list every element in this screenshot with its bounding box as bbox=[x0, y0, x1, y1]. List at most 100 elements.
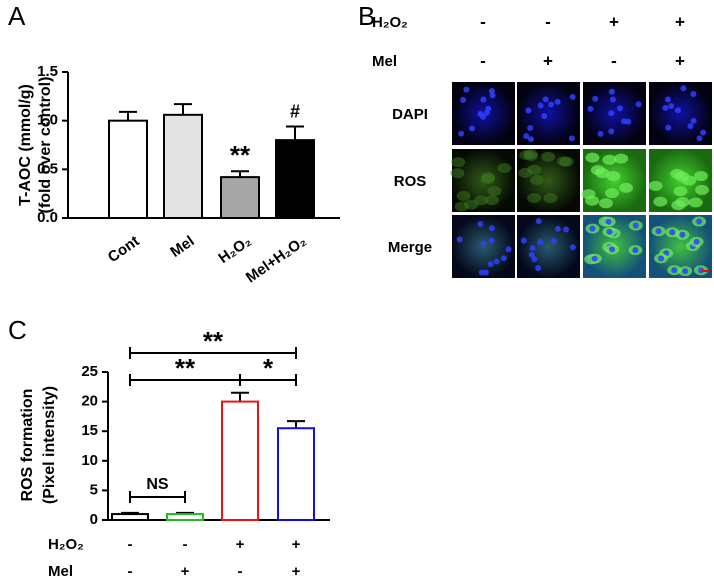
row-label: Merge bbox=[388, 239, 432, 256]
nucleus bbox=[488, 225, 495, 232]
cell bbox=[585, 195, 600, 206]
bar bbox=[166, 513, 204, 522]
nucleus bbox=[668, 102, 675, 109]
panel-letter: A bbox=[8, 1, 26, 31]
nucleus bbox=[531, 256, 538, 263]
cell bbox=[695, 184, 710, 195]
row-label: ROS bbox=[394, 173, 427, 190]
nucleus bbox=[537, 239, 544, 246]
cell bbox=[454, 201, 469, 212]
nucleus bbox=[505, 246, 512, 253]
y-tick-label: 0.0 bbox=[37, 209, 58, 226]
nucleus bbox=[554, 98, 561, 105]
nucleus bbox=[700, 129, 707, 136]
nucleus bbox=[500, 255, 507, 262]
nucleus bbox=[696, 135, 703, 142]
nucleus bbox=[632, 247, 639, 254]
nucleus bbox=[550, 237, 557, 244]
bar bbox=[277, 427, 315, 521]
nucleus bbox=[482, 269, 489, 276]
y-axis-label: (fold over control) bbox=[37, 77, 54, 214]
bar bbox=[108, 119, 148, 219]
nucleus bbox=[597, 130, 604, 137]
nucleus bbox=[525, 107, 532, 114]
panel-letter: B bbox=[358, 1, 375, 31]
condition-sign: + bbox=[181, 563, 190, 580]
nucleus bbox=[609, 96, 616, 103]
significance-bracket bbox=[129, 491, 186, 503]
cell bbox=[682, 175, 697, 186]
cell bbox=[673, 186, 688, 197]
cell bbox=[523, 149, 538, 160]
cell bbox=[604, 188, 619, 199]
significance-label: NS bbox=[146, 476, 169, 493]
y-tick-label: 0 bbox=[90, 511, 98, 528]
bar bbox=[111, 513, 149, 522]
nucleus bbox=[528, 251, 535, 258]
cell bbox=[541, 151, 556, 162]
y-axis-label: (Pixel intensity) bbox=[41, 386, 58, 504]
row-label: DAPI bbox=[392, 106, 428, 123]
nucleus bbox=[528, 136, 535, 143]
nucleus bbox=[488, 237, 495, 244]
nucleus bbox=[527, 124, 534, 131]
nucleus bbox=[541, 113, 548, 120]
y-tick-label: 20 bbox=[81, 393, 98, 410]
nucleus bbox=[547, 101, 554, 108]
nucleus bbox=[608, 88, 615, 95]
significance-bracket bbox=[129, 347, 297, 359]
scale-bar bbox=[702, 270, 710, 272]
nucleus bbox=[535, 218, 542, 225]
panel-letter: C bbox=[8, 315, 27, 345]
condition-sign: - bbox=[238, 563, 243, 580]
cell bbox=[527, 164, 542, 175]
nucleus bbox=[529, 244, 536, 251]
x-tick-label: H₂O₂ bbox=[215, 233, 254, 267]
significance-label: * bbox=[263, 353, 274, 383]
nucleus bbox=[589, 225, 596, 232]
nucleus bbox=[609, 246, 616, 253]
nucleus bbox=[569, 244, 576, 251]
cell bbox=[653, 196, 668, 207]
condition-label: H₂O₂ bbox=[48, 536, 84, 553]
condition-label: Mel bbox=[372, 53, 397, 70]
condition-label: H₂O₂ bbox=[372, 14, 408, 31]
nucleus bbox=[469, 125, 476, 132]
nucleus bbox=[665, 124, 672, 131]
nucleus bbox=[487, 260, 494, 267]
significance-bracket bbox=[239, 374, 297, 386]
significance-label: ** bbox=[230, 140, 251, 170]
nucleus bbox=[563, 226, 570, 233]
cell bbox=[614, 153, 629, 164]
cell bbox=[693, 171, 708, 182]
nucleus bbox=[696, 218, 703, 225]
bar bbox=[220, 176, 260, 219]
condition-sign: - bbox=[611, 51, 617, 70]
nucleus bbox=[674, 107, 681, 114]
nucleus bbox=[463, 86, 470, 93]
cell bbox=[529, 174, 544, 185]
cell bbox=[556, 156, 571, 167]
condition-sign: - bbox=[480, 12, 486, 31]
cell bbox=[688, 197, 703, 208]
cell bbox=[456, 191, 471, 202]
significance-label: ** bbox=[203, 326, 224, 356]
cell bbox=[484, 195, 499, 206]
nucleus bbox=[460, 96, 467, 103]
cell bbox=[606, 170, 621, 181]
nucleus bbox=[591, 255, 598, 262]
bar bbox=[163, 113, 203, 219]
nucleus bbox=[662, 104, 669, 111]
y-tick-label: 0.5 bbox=[37, 160, 58, 177]
micrograph bbox=[649, 82, 712, 145]
nucleus bbox=[664, 96, 671, 103]
nucleus bbox=[592, 95, 599, 102]
nucleus bbox=[489, 92, 496, 99]
nucleus bbox=[690, 117, 697, 124]
cell bbox=[450, 168, 465, 179]
cell bbox=[671, 200, 686, 211]
nucleus bbox=[480, 96, 487, 103]
nucleus bbox=[669, 229, 676, 236]
condition-sign: - bbox=[128, 563, 133, 580]
